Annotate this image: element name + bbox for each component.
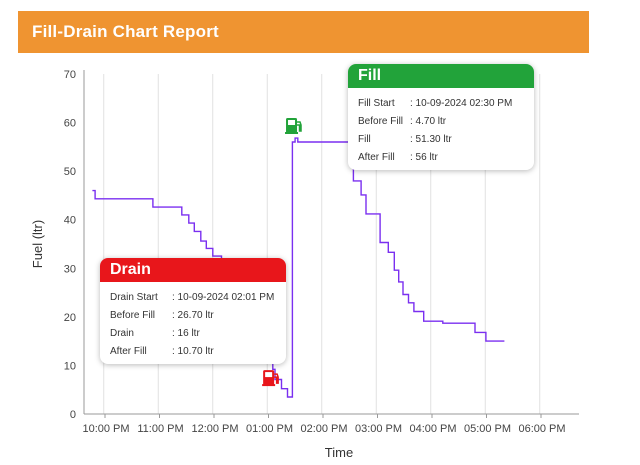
y-tick-label: 50 [64,166,76,178]
y-tick-label: 60 [64,118,76,130]
drain-row-value: : 10-09-2024 02:01 PM [172,291,275,303]
x-tick-label: 01:00 PM [246,423,293,435]
x-tick-label: 04:00 PM [409,423,456,435]
fill-row-start: Fill Start : 10-09-2024 02:30 PM [358,94,524,112]
fill-row-label: Before Fill [358,115,404,127]
fill-row-value: : 4.70 ltr [410,115,447,127]
y-tick-label: 30 [64,263,76,275]
drain-row-label: After Fill [110,345,147,357]
drain-row-label: Drain Start [110,291,158,303]
fill-row-label: Fill [358,133,371,145]
fill-callout: Fill Fill Start : 10-09-2024 02:30 PM Bef… [348,64,534,170]
y-axis-title: Fuel (ltr) [30,220,45,268]
fill-callout-body: Fill Start : 10-09-2024 02:30 PM Before F… [348,88,534,170]
fill-row-value: : 51.30 ltr [410,133,452,145]
x-tick-label: 02:00 PM [300,423,347,435]
y-tick-label: 0 [70,409,76,421]
y-tick-label: 40 [64,215,76,227]
y-tick-label: 20 [64,312,76,324]
fill-row-amount: Fill : 51.30 ltr [358,130,524,148]
drain-row-amount: Drain : 16 ltr [110,324,276,342]
x-axis-title: Time [325,445,353,460]
fill-callout-title: Fill [348,64,534,88]
fill-row-label: After Fill [358,151,395,163]
drain-callout-body: Drain Start : 10-09-2024 02:01 PM Before … [100,282,286,364]
fill-pump-icon [285,118,302,134]
x-tick-label: 10:00 PM [82,423,129,435]
fill-row-after: After Fill : 56 ltr [358,148,524,166]
fill-row-before: Before Fill : 4.70 ltr [358,112,524,130]
x-tick-label: 05:00 PM [464,423,511,435]
drain-pump-icon [262,370,279,387]
drain-row-after: After Fill : 10.70 ltr [110,342,276,360]
drain-row-label: Before Fill [110,309,156,321]
y-tick-label: 10 [64,360,76,372]
drain-row-label: Drain [110,327,134,339]
fill-row-value: : 10-09-2024 02:30 PM [410,97,513,109]
x-tick-label: 03:00 PM [355,423,402,435]
drain-row-value: : 10.70 ltr [172,345,214,357]
fill-row-label: Fill Start [358,97,395,109]
x-tick-label: 11:00 PM [137,423,183,435]
fill-row-value: : 56 ltr [410,151,438,163]
x-tick-label: 12:00 PM [191,423,238,435]
drain-row-start: Drain Start : 10-09-2024 02:01 PM [110,288,276,306]
report-title: Fill-Drain Chart Report [32,22,219,41]
report-header: Fill-Drain Chart Report [18,11,589,53]
drain-callout: Drain Drain Start : 10-09-2024 02:01 PM B… [100,258,286,364]
fuel-series-line [92,137,505,398]
drain-row-value: : 16 ltr [172,327,200,339]
drain-callout-title: Drain [100,258,286,282]
drain-row-value: : 26.70 ltr [172,309,214,321]
x-tick-label: 06:00 PM [518,423,565,435]
drain-row-before: Before Fill : 26.70 ltr [110,306,276,324]
y-tick-label: 70 [64,69,76,81]
